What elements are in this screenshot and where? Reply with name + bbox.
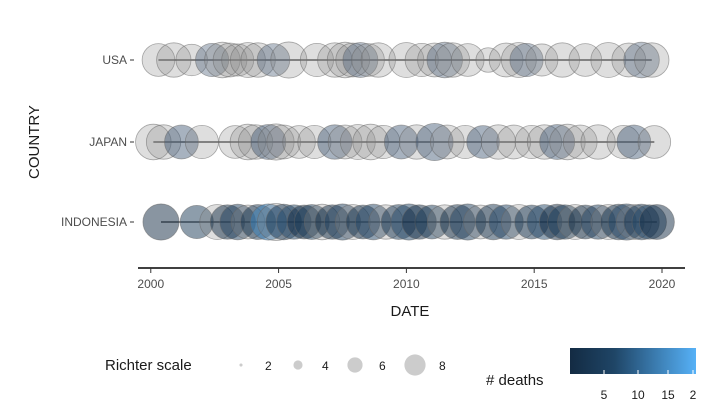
x-tick-label: 2005 (265, 277, 292, 291)
data-point (360, 42, 396, 78)
data-point (388, 42, 425, 78)
data-point (383, 124, 419, 160)
y-axis-title: COUNTRY (26, 105, 43, 179)
data-point (184, 124, 219, 160)
size-legend-label: 6 (379, 359, 386, 373)
data-point (142, 203, 180, 241)
data-point (562, 124, 598, 160)
color-legend: # deaths 5 10 15 2 (486, 348, 697, 402)
size-legend-label: 2 (265, 359, 272, 373)
data-point (606, 124, 641, 160)
x-axis-title: DATE (391, 303, 430, 320)
data-point (135, 123, 172, 161)
data-point (250, 124, 287, 160)
data-point (229, 123, 267, 161)
data-point (509, 42, 544, 78)
data-point (366, 124, 401, 160)
data-point (450, 43, 485, 77)
data-point (448, 124, 483, 160)
size-legend-key (347, 357, 363, 373)
size-legend-key (404, 354, 426, 376)
data-point (623, 41, 660, 79)
y-axis: USA JAPAN INDONESIA (61, 53, 134, 229)
data-point (525, 43, 559, 77)
data-point (500, 42, 537, 78)
data-point (611, 42, 647, 78)
data-point (616, 124, 652, 160)
data-point (638, 204, 675, 240)
data-point (488, 42, 524, 78)
data-point (237, 124, 274, 160)
color-legend-label: 10 (631, 388, 645, 402)
y-tick-label: INDONESIA (61, 215, 127, 229)
size-legend-key (239, 363, 243, 367)
data-point (514, 124, 549, 160)
size-legend: Richter scale 2 4 6 8 (105, 354, 446, 376)
data-point (218, 125, 252, 159)
data-point (475, 47, 501, 73)
data-point (342, 42, 379, 78)
data-point (634, 42, 670, 78)
data-point (434, 42, 471, 78)
data-point (297, 124, 332, 160)
color-legend-label: 15 (661, 388, 675, 402)
data-point (590, 42, 627, 78)
data-point (282, 125, 316, 159)
data-point (637, 125, 672, 159)
color-legend-bar (570, 348, 696, 374)
data-point (404, 42, 439, 78)
y-tick-label: JAPAN (89, 135, 127, 149)
y-tick-label: USA (102, 53, 127, 67)
data-point (480, 124, 517, 160)
data-point (204, 41, 241, 79)
data-point (339, 124, 376, 160)
data-point (352, 123, 389, 161)
data-point (580, 124, 616, 160)
data-point (544, 42, 580, 78)
data-point (221, 43, 255, 77)
data-point (141, 43, 176, 77)
color-legend-title: # deaths (486, 372, 544, 389)
data-point (496, 124, 532, 160)
data-point (327, 124, 363, 160)
color-legend-label: 5 (601, 388, 608, 402)
data-point (270, 41, 308, 79)
size-legend-label: 4 (322, 359, 329, 373)
x-tick-label: 2010 (393, 277, 420, 291)
size-legend-title: Richter scale (105, 357, 192, 374)
x-tick-label: 2020 (649, 277, 676, 291)
x-axis: 2000 2005 2010 2015 2020 (137, 268, 676, 291)
data-point (549, 123, 586, 161)
x-tick-label: 2015 (521, 277, 548, 291)
data-point (568, 43, 603, 77)
data-point (230, 42, 266, 78)
data-point (240, 42, 276, 78)
data-point (145, 124, 182, 160)
plot-area (135, 41, 675, 242)
size-legend-key (293, 360, 303, 370)
data-point (429, 124, 465, 160)
data-point (526, 124, 563, 160)
data-point (299, 42, 334, 78)
data-point (317, 124, 353, 160)
data-point (156, 42, 192, 78)
data-point (351, 43, 385, 77)
data-point (266, 124, 302, 160)
size-legend-label: 8 (439, 359, 446, 373)
data-point (256, 43, 291, 77)
data-point (175, 43, 208, 77)
data-point (195, 42, 230, 78)
color-legend-label: 2 (690, 388, 697, 402)
data-point (335, 42, 371, 78)
data-point (399, 124, 435, 160)
data-point (415, 122, 454, 162)
x-tick-label: 2000 (137, 277, 164, 291)
data-point (164, 124, 199, 160)
data-point (466, 125, 500, 159)
